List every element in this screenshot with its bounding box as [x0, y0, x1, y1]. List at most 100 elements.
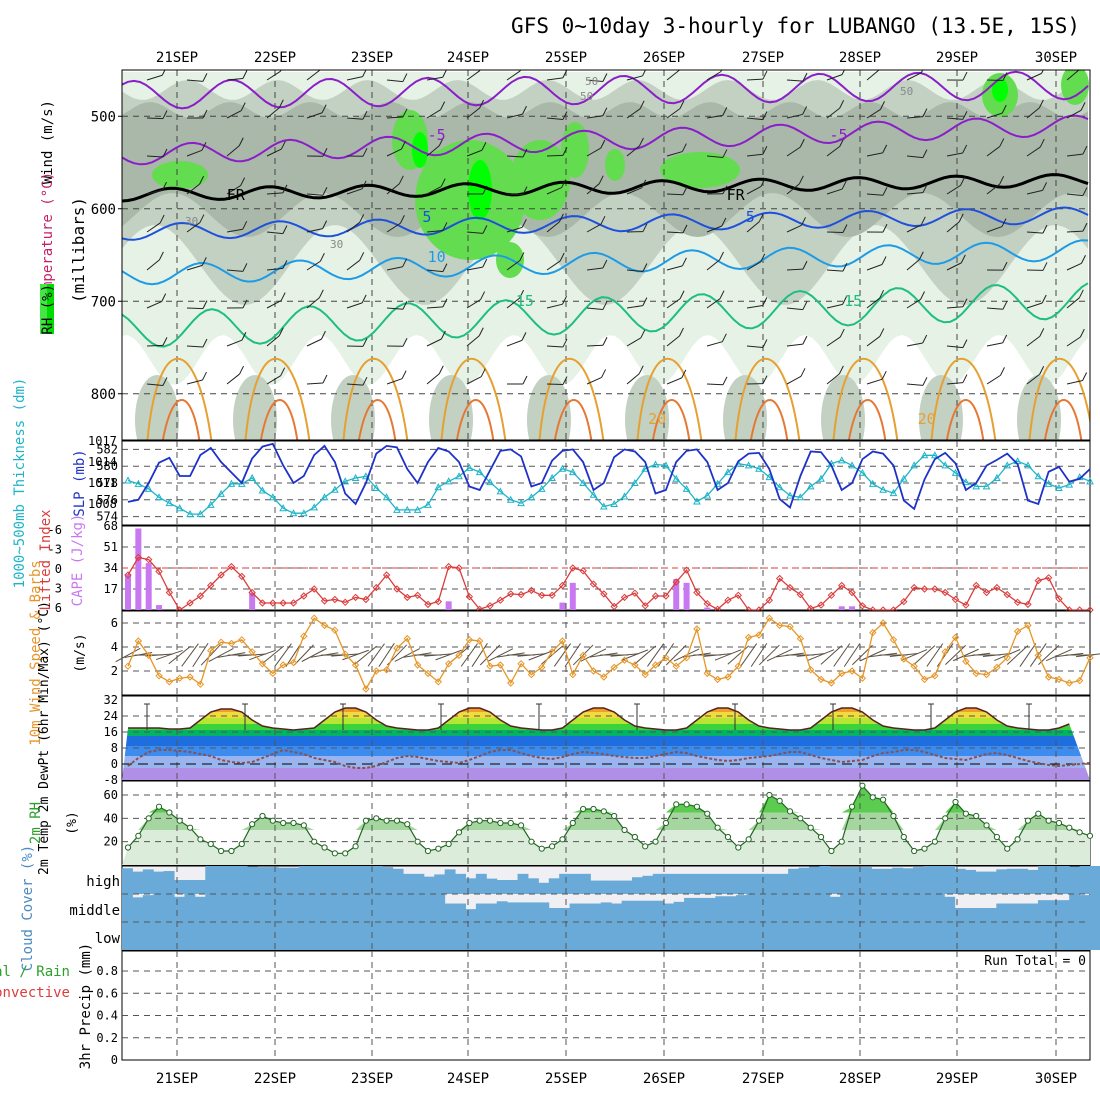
cape-bar	[683, 582, 690, 610]
li-marker	[589, 580, 598, 588]
wind-barb-feather	[522, 186, 528, 195]
thickness-marker	[134, 479, 143, 487]
cloud-bar	[590, 880, 602, 894]
wind-barb	[586, 307, 603, 311]
wind-barb	[186, 79, 203, 82]
wind-barb	[826, 373, 840, 385]
rh-label: 30	[330, 238, 343, 251]
wind-barb	[346, 188, 363, 195]
cloud-bar	[840, 922, 852, 950]
wind-barb-feather	[162, 110, 168, 119]
li-marker	[1034, 576, 1042, 585]
cloud-bar	[371, 894, 383, 922]
wind-barb-feather	[240, 177, 246, 186]
wind-marker	[775, 621, 784, 630]
li-marker	[382, 571, 391, 579]
surface-barb	[285, 643, 302, 667]
cloud-bar	[298, 922, 310, 950]
wind-barb	[186, 379, 203, 385]
temp-tick: 32	[104, 693, 118, 707]
li-marker	[910, 583, 918, 592]
wind-barb-feather	[639, 100, 645, 110]
precip-tick: 0.4	[96, 1009, 118, 1023]
thickness-marker	[962, 478, 970, 486]
cloud-bar	[527, 922, 539, 950]
rh-marker	[342, 850, 349, 857]
cloud-bar	[1037, 922, 1049, 950]
li-marker	[434, 597, 443, 606]
li-marker	[848, 588, 856, 597]
wind-barb	[426, 373, 440, 385]
li-marker	[186, 599, 194, 607]
surface-barb	[208, 647, 234, 663]
thickness-slp-panel: 574 576 578 580 582 1008 1011 1014 1017 1000~50…	[12, 378, 1094, 588]
rh-lower-blob	[429, 375, 473, 440]
surface-barb	[703, 653, 732, 657]
wind-barb-feather	[522, 148, 528, 158]
cloud-bar	[444, 903, 456, 922]
cloud-bar	[819, 866, 831, 894]
rh-marker	[507, 819, 514, 827]
wind-barb	[666, 108, 681, 119]
wind-barb	[426, 186, 442, 195]
rh-marker	[673, 801, 680, 808]
thickness-marker	[1086, 477, 1094, 485]
surface-barb	[301, 648, 327, 662]
wind-marker	[755, 631, 763, 639]
wind-marker	[920, 675, 929, 684]
cloud-bar	[205, 922, 217, 950]
wind-barb-feather	[758, 213, 764, 222]
surface-barb	[727, 645, 750, 665]
surface-barb	[945, 644, 967, 666]
wind-barb	[1066, 297, 1080, 309]
wind-barb-feather	[999, 175, 1005, 185]
cloud-bar	[465, 878, 477, 894]
wind-barb	[626, 305, 643, 309]
rh-bright-blob	[468, 160, 492, 220]
cloud-bar	[1027, 869, 1039, 894]
wind-barb-feather	[962, 298, 968, 307]
cloud-bar	[569, 873, 581, 894]
wind-marker	[248, 648, 256, 656]
cloud-bar	[309, 894, 321, 922]
li-marker	[1013, 598, 1022, 607]
wind-barb	[466, 149, 483, 157]
wind-barb-feather	[681, 369, 687, 379]
cloud-bar	[632, 900, 643, 922]
li-marker	[238, 572, 246, 581]
cloud-bar	[715, 873, 727, 894]
temp-tick: -8	[104, 773, 118, 787]
cloud-bar	[309, 866, 321, 894]
surface-barb	[889, 653, 918, 657]
precip-tick: 0.6	[96, 986, 118, 1000]
wind-marker	[176, 674, 184, 682]
cloud-bar	[361, 922, 373, 950]
wind-marker	[631, 661, 639, 669]
rh-marker	[890, 812, 897, 820]
wind-marker	[651, 661, 660, 669]
wind-barb-feather	[1001, 104, 1007, 114]
wind-barb-feather	[162, 337, 168, 346]
cloud-bar	[923, 866, 935, 894]
cloud-bar	[278, 894, 290, 922]
thickness-marker	[693, 497, 701, 505]
wind-barb	[426, 109, 441, 119]
cloud-bar	[642, 900, 654, 922]
wind-barb-feather	[722, 185, 728, 194]
cloud-bar	[507, 902, 519, 922]
wind-barb	[906, 224, 922, 233]
precip-tick: 0.8	[96, 964, 118, 978]
wind-barb-feather	[561, 179, 567, 188]
rh-marker	[124, 844, 132, 851]
cloud-bar	[1090, 866, 1100, 894]
cloud-bar	[840, 894, 852, 922]
wind-barb	[986, 307, 1003, 310]
wind-barb-feather	[481, 142, 487, 151]
rh-marker	[362, 817, 370, 824]
rh-label: 50	[580, 90, 593, 103]
wind-barb-feather	[679, 290, 685, 299]
top-day-label: 25SEP	[545, 50, 587, 66]
wind-barb	[826, 269, 843, 272]
thickness-marker	[993, 473, 1001, 481]
